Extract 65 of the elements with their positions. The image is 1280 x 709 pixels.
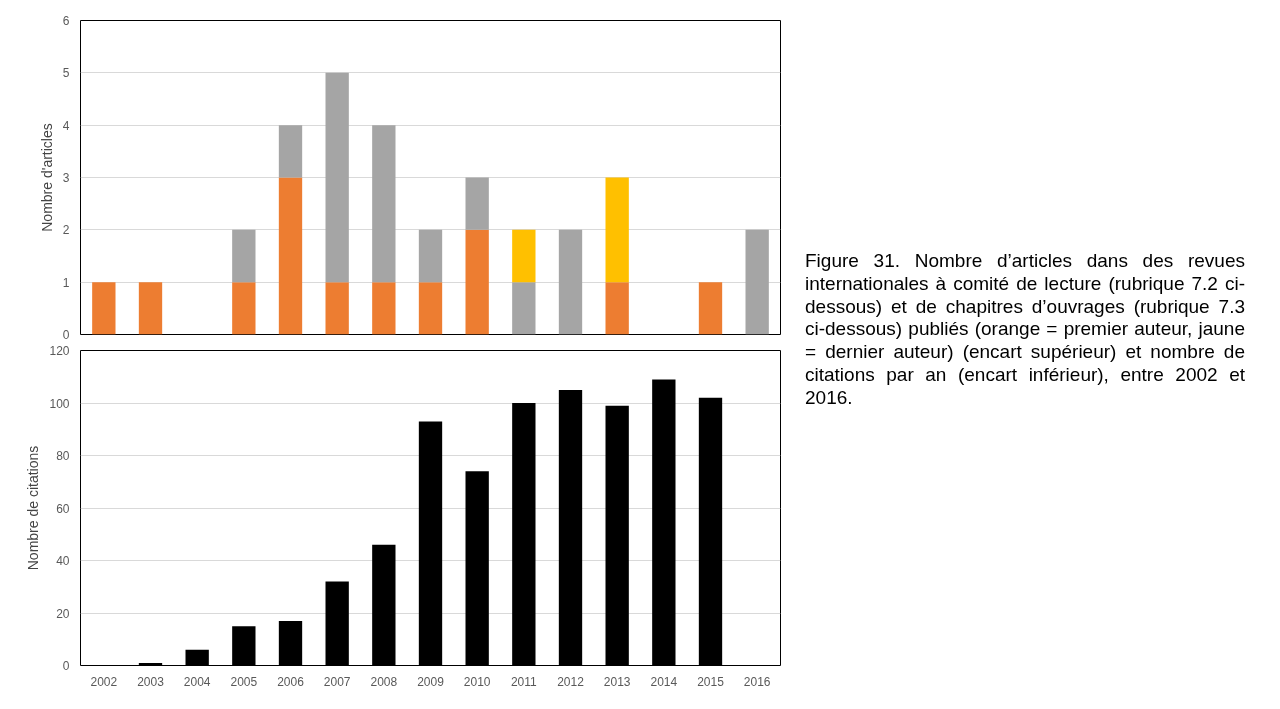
y-tick-label: 100 — [49, 396, 70, 411]
x-tick-label: 2008 — [370, 674, 398, 689]
y-tick-label: 4 — [62, 118, 70, 133]
bar — [138, 282, 163, 335]
y-tick-label: 3 — [62, 171, 70, 185]
x-tick-label: 2016 — [743, 674, 771, 689]
x-tick-label: 2014 — [650, 674, 678, 689]
bar — [512, 229, 536, 283]
bar — [232, 282, 256, 335]
bar — [325, 72, 349, 283]
y-tick-label: 5 — [62, 66, 70, 81]
x-tick-label: 2002 — [90, 674, 118, 689]
x-tick-label: 2003 — [137, 674, 165, 689]
x-tick-label: 2009 — [417, 674, 445, 689]
bar — [232, 229, 256, 283]
y-tick-label: 40 — [56, 554, 70, 568]
y-tick-label: 1 — [62, 275, 70, 290]
bar — [278, 125, 303, 178]
x-tick-label: 2012 — [557, 674, 585, 689]
x-tick-label: 2005 — [230, 674, 258, 689]
x-tick-label: 2010 — [463, 674, 491, 689]
y-axis-title: Nombre de citations — [25, 445, 42, 571]
bar — [372, 544, 396, 666]
x-tick-label: 2006 — [277, 674, 305, 689]
bar — [512, 403, 536, 666]
x-tick-label: 2013 — [603, 674, 631, 689]
bar — [325, 282, 349, 335]
bar — [605, 177, 629, 283]
bar — [372, 125, 396, 283]
x-tick-label: 2015 — [697, 674, 725, 689]
bar — [325, 581, 349, 666]
y-tick-label: 80 — [56, 449, 70, 463]
bar — [465, 177, 489, 230]
bar — [92, 282, 116, 335]
bar — [605, 405, 629, 666]
bar — [278, 620, 303, 666]
x-tick-label: 2004 — [183, 674, 211, 689]
bar — [418, 282, 443, 335]
y-tick-label: 2 — [62, 223, 70, 238]
caption: Figure 31. Nombre d’articles dans des revues internationales à comité de lecture (rubrique 7.2 ci-dessous) et de chapitres d’ouvrages (rubrique 7.3 ci-dessous) publiés (orange = premier auteur, jaune = dernier auteur) (encart supérieur) et nombre de citations par an (encart inférieur), entre 2002 et 2016. — [805, 250, 1245, 410]
bar — [698, 282, 723, 335]
bar — [232, 626, 256, 666]
x-tick-label: 2007 — [323, 674, 351, 689]
bar — [418, 421, 443, 666]
bar — [185, 649, 209, 666]
bar — [418, 229, 443, 283]
bar — [512, 282, 536, 335]
bar — [558, 229, 583, 335]
bar — [745, 229, 769, 335]
bar — [465, 471, 489, 666]
bar — [278, 177, 303, 335]
bar — [605, 282, 629, 335]
y-axis-title: Nombre d'articles — [38, 123, 55, 232]
bar — [558, 389, 583, 666]
bar — [652, 379, 676, 666]
y-tick-label: 120 — [49, 344, 70, 358]
x-tick-label: 2011 — [510, 674, 538, 689]
y-tick-label: 20 — [56, 606, 70, 621]
y-tick-label: 0 — [62, 659, 70, 673]
bar — [698, 397, 723, 666]
y-tick-label: 0 — [62, 328, 70, 342]
bar — [372, 282, 396, 335]
y-tick-label: 60 — [56, 501, 70, 516]
bar — [465, 229, 489, 335]
y-tick-label: 6 — [62, 14, 70, 28]
